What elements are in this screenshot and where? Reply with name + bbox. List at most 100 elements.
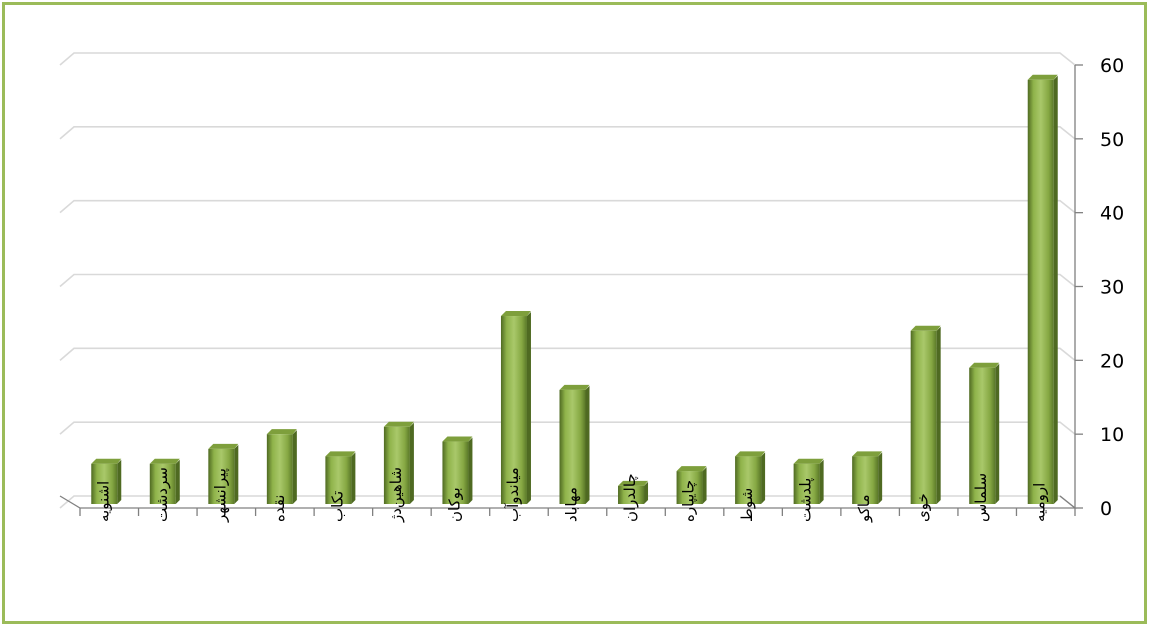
bar-top xyxy=(442,436,473,442)
bar-front xyxy=(325,456,352,504)
bar-front xyxy=(383,426,410,504)
bar-side xyxy=(936,326,941,504)
bar-top xyxy=(618,480,649,486)
bar-side xyxy=(351,452,356,504)
bar xyxy=(208,443,239,504)
bar-side xyxy=(468,437,473,504)
bar-front xyxy=(618,485,645,504)
x-tick-label: شاهین‌دژ xyxy=(387,467,405,523)
y-tick-label: 30 xyxy=(1100,277,1124,299)
bar xyxy=(1027,74,1058,505)
x-tick-label: بوکان xyxy=(445,487,463,522)
bar-front xyxy=(910,330,937,504)
x-tick-label: اشنویه xyxy=(94,481,112,522)
bar xyxy=(793,458,824,504)
bar-side xyxy=(761,452,766,504)
bar xyxy=(735,451,766,504)
x-tick-label: شوط xyxy=(738,488,756,522)
x-tick-label: سلماس xyxy=(972,473,990,522)
bar-side xyxy=(585,385,590,504)
y-tick-label: 10 xyxy=(1100,424,1124,446)
axes xyxy=(59,64,1083,516)
bar-side xyxy=(878,452,883,504)
bar xyxy=(383,421,414,504)
y-tick-label: 40 xyxy=(1100,203,1124,225)
bar-front xyxy=(500,316,527,504)
x-tick-label: سردشت xyxy=(153,467,171,522)
x-tick-label: مهاباد xyxy=(563,487,581,522)
bar-side xyxy=(702,467,707,504)
bar-front xyxy=(91,463,118,504)
y-tick-label: 20 xyxy=(1100,350,1124,372)
bars xyxy=(91,74,1058,505)
category-labels: اشنویه سردشت پیرانشهر نقده تکاب شاهین‌دژ بوکان… xyxy=(94,467,1048,523)
x-tick-label: میاندوآب xyxy=(504,467,522,522)
bar-side xyxy=(117,459,122,504)
bar-top xyxy=(1027,74,1058,80)
bar-top xyxy=(208,443,239,449)
bar xyxy=(325,451,356,504)
bar-side xyxy=(819,459,824,504)
bar-top xyxy=(325,451,356,457)
bar-top xyxy=(500,311,531,317)
bar-side xyxy=(526,312,531,504)
gridline xyxy=(59,199,1076,214)
bar-front xyxy=(676,471,703,504)
bar xyxy=(618,480,649,504)
bar-top xyxy=(793,458,824,464)
bar-side xyxy=(292,430,297,504)
bar-front xyxy=(208,448,235,504)
bar-side xyxy=(644,481,649,504)
bar-side xyxy=(1053,75,1058,505)
bar-front xyxy=(852,456,879,504)
bar-side xyxy=(234,444,239,504)
bar-top xyxy=(735,451,766,457)
bar xyxy=(149,458,180,504)
x-tick-label: خوی xyxy=(914,493,932,522)
x-tick-label: پیرانشهر xyxy=(211,468,230,523)
bar-top xyxy=(676,466,707,472)
bar-top xyxy=(149,458,180,464)
x-tick-label: چالدران xyxy=(621,473,639,522)
y-tick-labels: 0 10 20 30 40 50 60 xyxy=(1100,55,1124,520)
bar-top xyxy=(266,429,297,435)
bar xyxy=(852,451,883,504)
bar-top xyxy=(559,384,590,390)
bar-top xyxy=(852,451,883,457)
bar-side xyxy=(995,363,1000,504)
bar-front xyxy=(149,463,176,504)
bar xyxy=(266,429,297,504)
y-tick-label: 60 xyxy=(1100,55,1124,77)
bar xyxy=(91,458,122,504)
x-tick-label: ارومیه xyxy=(1031,483,1049,522)
bar-front xyxy=(266,434,293,504)
bar-front xyxy=(442,441,469,504)
x-tick-label: پلدشت xyxy=(797,478,816,522)
bar-side xyxy=(409,422,414,504)
gridline xyxy=(59,126,1076,140)
bar-top xyxy=(969,362,1000,368)
y-tick-label: 0 xyxy=(1100,498,1112,520)
x-tick-label: چایپاره xyxy=(680,480,699,522)
y-tick-label: 50 xyxy=(1100,129,1124,151)
x-tick-label: ماکو xyxy=(855,495,873,524)
bar xyxy=(500,311,531,504)
bar-front xyxy=(793,463,820,504)
bar-front xyxy=(559,389,586,504)
bar xyxy=(910,325,941,504)
gridline xyxy=(59,52,1076,66)
bar xyxy=(969,362,1000,504)
bar xyxy=(442,436,473,504)
gridline xyxy=(59,347,1076,361)
bar-front xyxy=(1027,79,1054,505)
bar-top xyxy=(383,421,414,427)
x-tick-label: تکاب xyxy=(328,491,346,522)
bar-front xyxy=(735,456,762,504)
bar-top xyxy=(910,325,941,331)
x-axis-floor xyxy=(59,495,1077,509)
gridlines xyxy=(59,52,1076,509)
x-tick-label: نقده xyxy=(270,495,288,523)
bar-side xyxy=(175,459,180,504)
bar-top xyxy=(91,458,122,464)
